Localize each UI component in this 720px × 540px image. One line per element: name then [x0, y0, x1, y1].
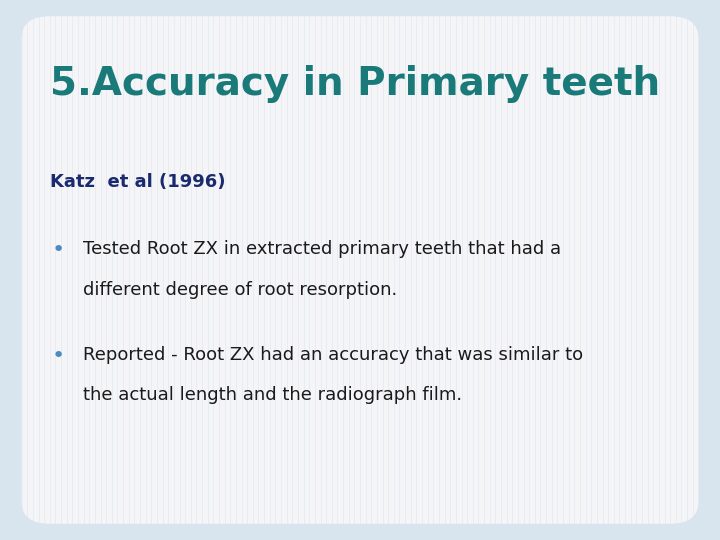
- Text: •: •: [52, 346, 65, 366]
- Text: the actual length and the radiograph film.: the actual length and the radiograph fil…: [83, 386, 462, 404]
- Text: 5.Accuracy in Primary teeth: 5.Accuracy in Primary teeth: [50, 65, 660, 103]
- Text: •: •: [52, 240, 65, 260]
- Text: different degree of root resorption.: different degree of root resorption.: [83, 281, 397, 299]
- Text: Tested Root ZX in extracted primary teeth that had a: Tested Root ZX in extracted primary teet…: [83, 240, 561, 258]
- Text: Katz  et al (1996): Katz et al (1996): [50, 173, 226, 191]
- FancyBboxPatch shape: [22, 16, 698, 524]
- Text: Reported - Root ZX had an accuracy that was similar to: Reported - Root ZX had an accuracy that …: [83, 346, 583, 363]
